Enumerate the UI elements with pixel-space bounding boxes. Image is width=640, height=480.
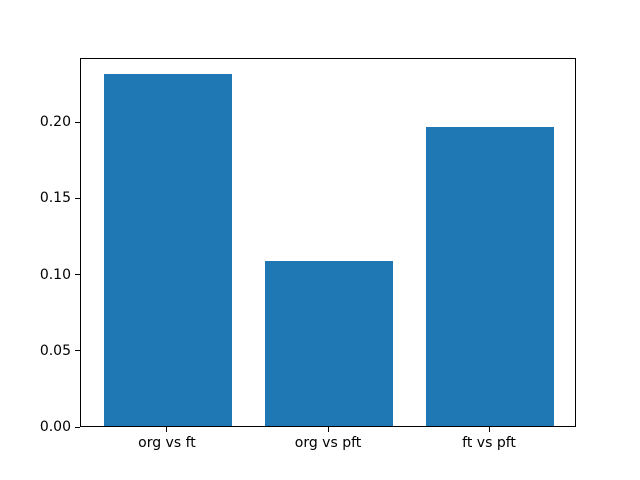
y-tick-label: 0.15 [39, 190, 71, 207]
bar-ft-vs-pft [425, 127, 555, 426]
x-tick-mark [488, 427, 490, 432]
x-tick-mark [166, 427, 168, 432]
y-tick-label: 0.10 [39, 266, 71, 283]
plot-area [80, 58, 576, 427]
bar-org-vs-ft [103, 73, 233, 426]
y-tick-mark [75, 350, 80, 352]
x-tick-label-ft-vs-pft: ft vs pft [462, 435, 516, 451]
x-tick-label-org-vs-ft: org vs ft [138, 435, 196, 451]
y-tick-mark [75, 197, 80, 199]
y-tick-label: 0.20 [39, 114, 71, 131]
y-tick-mark [75, 274, 80, 276]
y-tick-label: 0.05 [39, 342, 71, 359]
y-tick-mark [75, 426, 80, 428]
x-tick-label-org-vs-pft: org vs pft [294, 435, 362, 451]
y-tick-label: 0.00 [39, 419, 71, 435]
y-tick-mark [75, 121, 80, 123]
x-tick-mark [327, 427, 329, 432]
bar-org-vs-pft [264, 261, 394, 426]
